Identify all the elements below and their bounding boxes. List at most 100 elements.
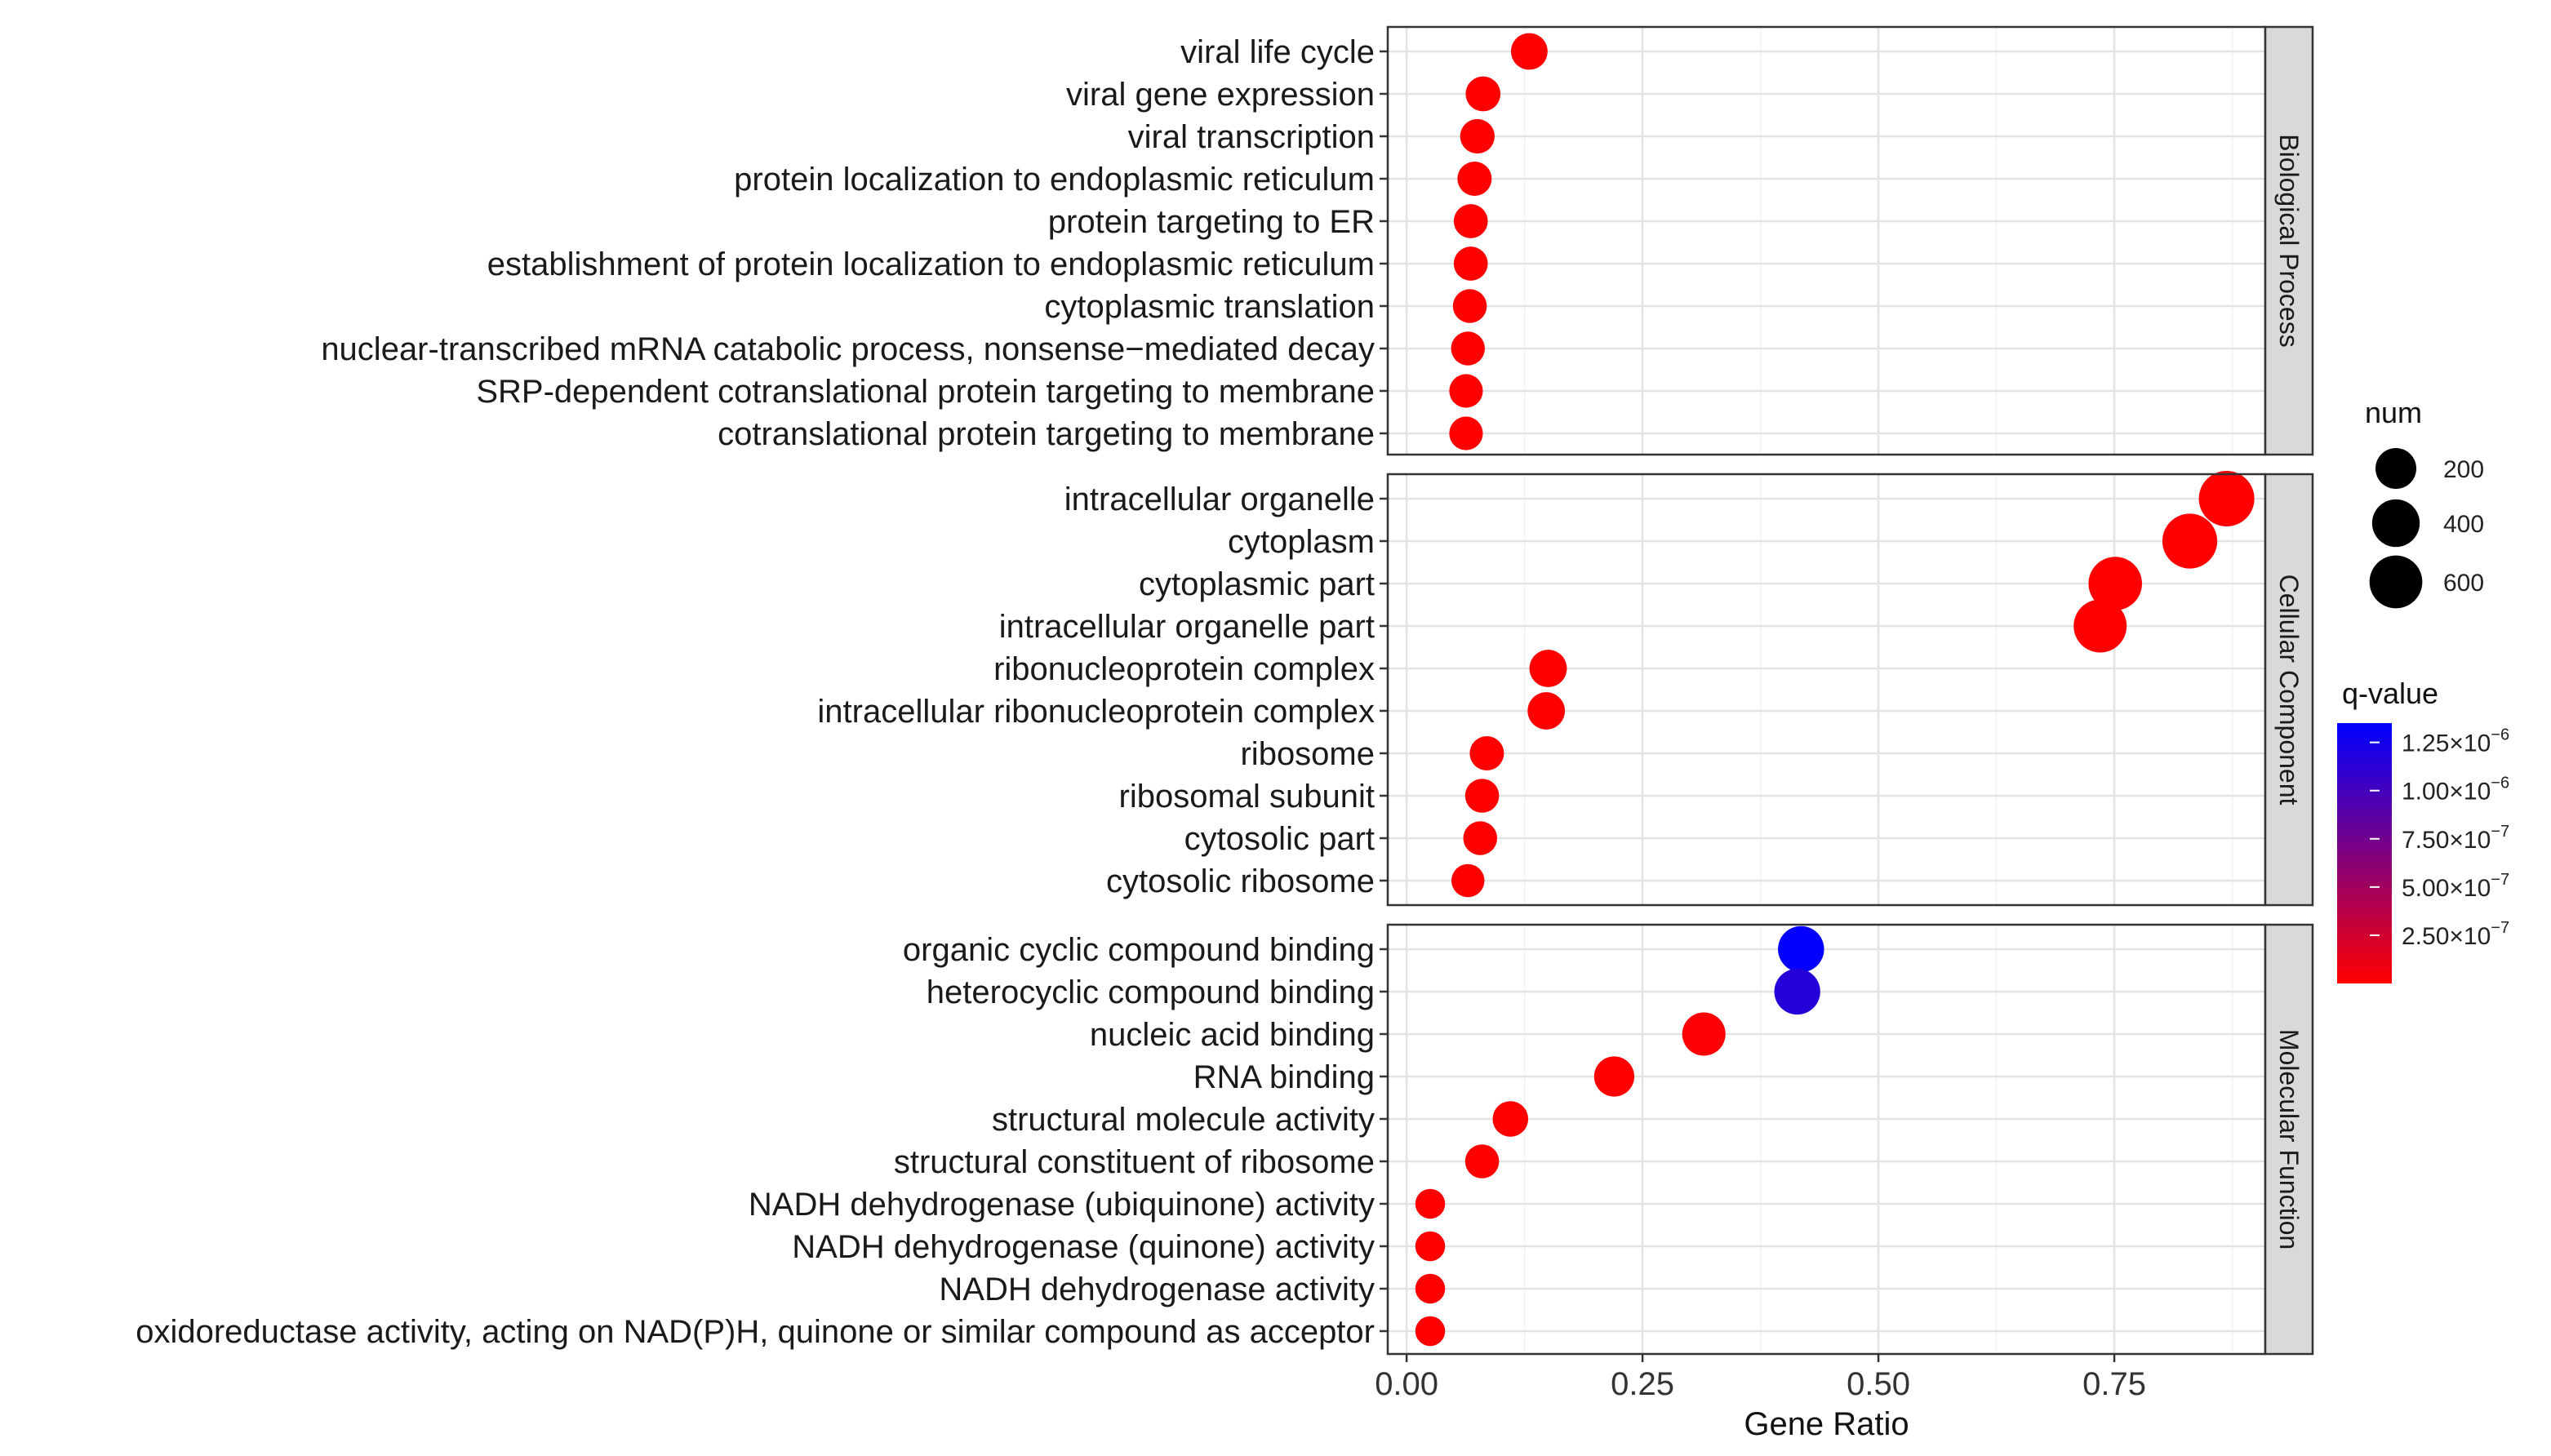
data-point: [1415, 1231, 1446, 1262]
facet-strip-label: Cellular Component: [2274, 575, 2304, 806]
color-legend-label: 7.50×10−7: [2402, 823, 2509, 854]
color-legend-mantissa: 1.00×10: [2402, 779, 2491, 806]
x-axis: 0.00 0.25 0.50 0.75: [1375, 1354, 2146, 1402]
category-label: SRP-dependent cotranslational protein ta…: [476, 374, 1375, 410]
size-legend-label: 200: [2443, 456, 2484, 483]
category-label: establishment of protein localization to…: [487, 246, 1375, 282]
size-legend-key: [2375, 447, 2417, 490]
facet-panel: viral life cycle viral gene expression vir…: [321, 25, 2314, 456]
category-label: structural constituent of ribosome: [894, 1144, 1375, 1180]
data-point: [1529, 650, 1567, 687]
x-axis-title: Gene Ratio: [1744, 1406, 1909, 1442]
category-label: cytoplasmic translation: [1044, 289, 1375, 325]
category-label: intracellular ribonucleoprotein complex: [817, 694, 1375, 730]
category-label: oxidoreductase activity, acting on NAD(P…: [136, 1314, 1375, 1350]
data-point: [1415, 1316, 1446, 1347]
data-point: [2073, 599, 2127, 653]
facet-strip-label: Biological Process: [2274, 134, 2304, 347]
color-legend-mantissa: 7.50×10: [2402, 827, 2491, 854]
category-label: viral gene expression: [1066, 77, 1375, 113]
facet-strip: [2264, 923, 2314, 1356]
data-point: [2162, 513, 2218, 569]
data-point: [1527, 692, 1566, 730]
data-point: [1415, 1188, 1446, 1219]
facet-panel: intracellular organelle cytoplasm cytoplas…: [817, 471, 2314, 907]
data-point: [1469, 735, 1504, 771]
panel-background: [1388, 474, 2265, 905]
data-point: [2198, 471, 2255, 526]
category-label: ribonucleoprotein complex: [993, 651, 1375, 687]
data-point: [1457, 161, 1492, 197]
x-tick-label: 0.75: [2082, 1366, 2146, 1402]
x-tick-label: 0.50: [1847, 1366, 1910, 1402]
data-point: [1449, 374, 1483, 408]
color-legend-title: q-value: [2342, 677, 2438, 710]
data-point: [1778, 926, 1824, 973]
category-label: protein targeting to ER: [1048, 204, 1375, 240]
facet-strip-label: Molecular Function: [2274, 1029, 2304, 1250]
data-point: [1464, 779, 1500, 813]
color-legend-exponent: −6: [2491, 775, 2509, 792]
category-label: ribosomal subunit: [1119, 779, 1375, 815]
color-legend-label: 5.00×10−7: [2402, 871, 2509, 902]
category-label: NADH dehydrogenase activity: [939, 1272, 1375, 1307]
color-legend-exponent: −7: [2491, 919, 2509, 937]
data-point: [1774, 968, 1820, 1015]
data-point: [1682, 1012, 1726, 1056]
category-label: cytoplasm: [1228, 524, 1375, 560]
category-label: structural molecule activity: [992, 1102, 1375, 1138]
color-legend-label: 1.00×10−6: [2402, 775, 2509, 806]
data-point: [1449, 416, 1483, 451]
category-label: cytosolic part: [1184, 821, 1375, 857]
data-point: [1464, 1144, 1500, 1179]
data-point: [1492, 1101, 1529, 1137]
panel-background: [1388, 925, 2265, 1354]
category-label: cotranslational protein targeting to mem…: [718, 416, 1375, 452]
data-point: [1452, 289, 1487, 323]
size-legend-label: 600: [2443, 570, 2484, 597]
category-label: nucleic acid binding: [1090, 1017, 1375, 1053]
facet-strip: [2264, 25, 2314, 456]
category-label: heterocyclic compound binding: [927, 974, 1375, 1010]
data-point: [1453, 246, 1488, 281]
category-label: NADH dehydrogenase (quinone) activity: [792, 1229, 1375, 1265]
color-legend-exponent: −6: [2491, 726, 2509, 744]
data-point: [1451, 331, 1485, 366]
size-legend-key: [2371, 499, 2420, 548]
category-label: viral life cycle: [1180, 34, 1375, 70]
size-legend-key: [2369, 555, 2423, 609]
size-legend: num 200 400 600: [2365, 396, 2484, 609]
category-label: protein localization to endoplasmic reti…: [734, 162, 1375, 198]
size-legend-label: 400: [2443, 511, 2484, 538]
x-tick-label: 0.00: [1375, 1366, 1438, 1402]
data-point: [1510, 33, 1548, 70]
data-point: [2088, 557, 2142, 610]
data-point: [1593, 1056, 1635, 1097]
data-point: [1415, 1273, 1446, 1304]
data-point: [1463, 821, 1498, 855]
category-label: intracellular organelle: [1064, 482, 1375, 517]
color-legend: q-value2.50×10−75.00×10−77.50×10−71.00×1…: [2337, 677, 2509, 983]
category-label: ribosome: [1240, 736, 1375, 772]
color-legend-label: 1.25×10−6: [2402, 726, 2509, 757]
color-legend-mantissa: 1.25×10: [2402, 730, 2491, 757]
color-legend-mantissa: 2.50×10: [2402, 923, 2491, 950]
data-point: [1451, 863, 1485, 898]
category-label: organic cyclic compound binding: [903, 932, 1375, 968]
data-point: [1460, 118, 1495, 154]
data-point: [1465, 76, 1501, 112]
category-label: nuclear-transcribed mRNA catabolic proce…: [321, 331, 1375, 367]
data-point: [1453, 204, 1488, 238]
facet-panels: viral life cycle viral gene expression vir…: [136, 25, 2314, 1356]
facet-strip: [2264, 473, 2314, 907]
facet-panel: organic cyclic compound binding heterocyc…: [136, 923, 2314, 1356]
category-label: intracellular organelle part: [999, 609, 1375, 645]
size-legend-title: num: [2365, 396, 2422, 429]
x-tick-label: 0.25: [1611, 1366, 1674, 1402]
panel-background: [1388, 27, 2265, 455]
color-legend-exponent: −7: [2491, 871, 2509, 889]
category-label: RNA binding: [1193, 1059, 1375, 1095]
color-legend-label: 2.50×10−7: [2402, 919, 2509, 950]
category-label: NADH dehydrogenase (ubiquinone) activity: [749, 1187, 1375, 1223]
